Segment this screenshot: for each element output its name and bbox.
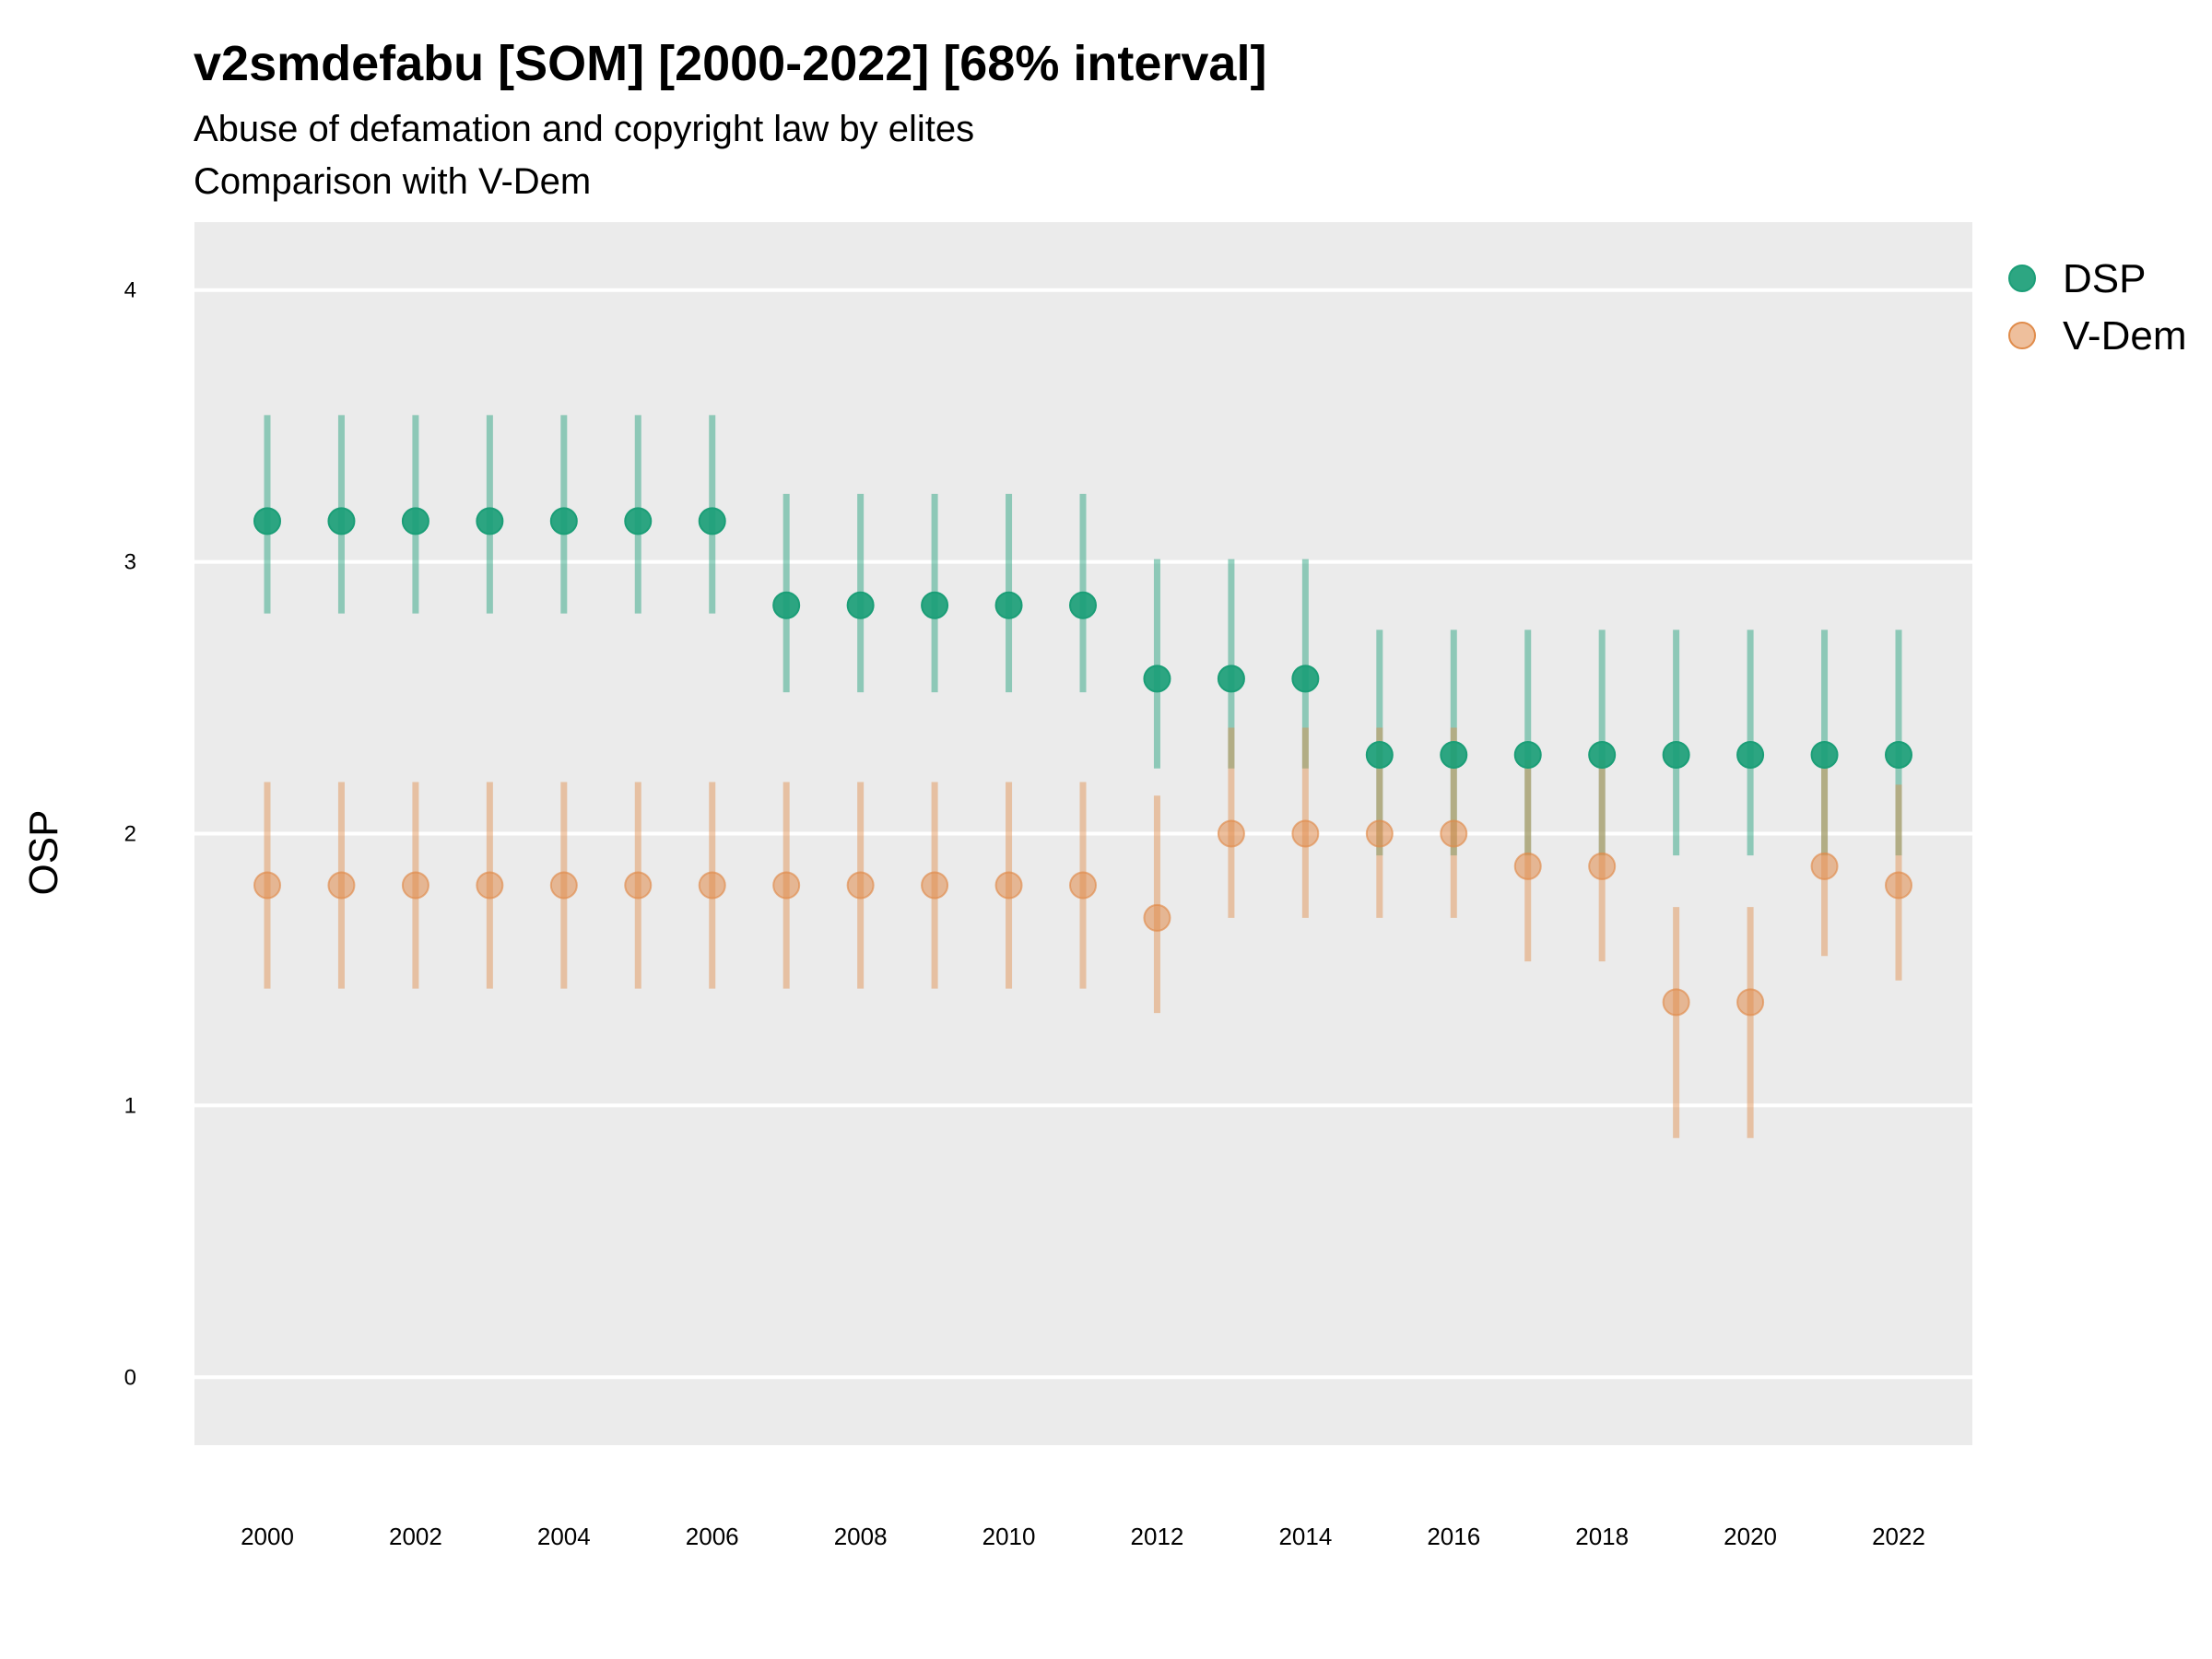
point-dsp-2002 [401,507,429,535]
point-dsp-2008 [846,591,875,619]
y-tick-label-2: 2 [124,822,136,847]
point-v-dem-2017 [1513,852,1542,880]
x-tick-label-2010: 2010 [982,1523,1036,1550]
point-v-dem-2008 [846,871,875,900]
y-tick-label-1: 1 [124,1093,136,1118]
y-axis-ticks: 0 1 2 3 4 [124,278,136,1391]
point-v-dem-2011 [1069,871,1097,900]
point-dsp-2022 [1885,740,1912,769]
grid-lines [194,288,1972,1380]
x-tick-label-2008: 2008 [834,1523,888,1550]
legend-label-dsp: DSP [2063,256,2146,301]
point-v-dem-2013 [1217,819,1245,848]
chart-subtitle-line-2: Comparison with V-Dem [194,161,592,202]
y-tick-label-4: 4 [124,278,136,303]
point-dsp-2019 [1662,740,1690,769]
point-dsp-2020 [1736,740,1765,769]
legend: DSP V-Dem [2008,256,2186,359]
point-dsp-2009 [921,591,949,619]
point-dsp-2000 [253,507,281,535]
legend-marker-v-dem [2008,322,2036,349]
x-tick-label-2006: 2006 [686,1523,739,1550]
y-tick-label-0: 0 [124,1365,136,1390]
point-dsp-2006 [698,507,726,535]
point-v-dem-2014 [1291,819,1320,848]
point-v-dem-2016 [1440,819,1468,848]
point-dsp-2012 [1143,665,1171,693]
point-dsp-2015 [1365,740,1394,769]
chart-subtitle-line-1: Abuse of defamation and copyright law by… [194,109,975,149]
point-dsp-2007 [772,591,801,619]
point-v-dem-2009 [921,871,949,900]
point-dsp-2018 [1588,740,1617,769]
point-v-dem-2018 [1588,852,1617,880]
point-dsp-2010 [994,591,1023,619]
point-v-dem-2019 [1662,988,1690,1017]
x-tick-label-2020: 2020 [1724,1523,1777,1550]
point-dsp-2005 [624,507,653,535]
point-v-dem-2006 [698,871,726,900]
point-v-dem-2015 [1365,819,1394,848]
x-tick-label-2014: 2014 [1278,1523,1332,1550]
x-tick-label-2000: 2000 [241,1523,294,1550]
point-v-dem-2005 [624,871,653,900]
x-axis-ticks: 2000 2002 2004 2006 2008 2010 2012 2014 2016 2018… [241,1523,1925,1550]
point-dsp-2016 [1440,740,1468,769]
point-dsp-2017 [1513,740,1542,769]
x-tick-label-2018: 2018 [1575,1523,1629,1550]
x-tick-label-2016: 2016 [1427,1523,1480,1550]
point-dsp-2014 [1291,665,1320,693]
point-v-dem-2002 [401,871,429,900]
legend-marker-dsp [2008,265,2036,292]
point-v-dem-2022 [1885,871,1912,900]
point-v-dem-2021 [1810,852,1839,880]
point-dsp-2013 [1217,665,1245,693]
point-v-dem-2010 [994,871,1023,900]
point-dsp-2011 [1069,591,1097,619]
y-tick-label-3: 3 [124,550,136,575]
chart-title: v2smdefabu [SOM] [2000-2022] [68% interv… [194,36,1267,91]
point-dsp-2021 [1810,740,1839,769]
point-v-dem-2012 [1143,903,1171,932]
point-v-dem-2003 [476,871,504,900]
legend-label-v-dem: V-Dem [2063,313,2186,359]
point-dsp-2004 [549,507,578,535]
data-points [253,507,1912,1017]
point-dsp-2001 [327,507,356,535]
x-tick-label-2012: 2012 [1131,1523,1184,1550]
x-tick-label-2022: 2022 [1872,1523,1925,1550]
point-v-dem-2004 [549,871,578,900]
point-dsp-2003 [476,507,504,535]
point-v-dem-2007 [772,871,801,900]
point-v-dem-2001 [327,871,356,900]
point-v-dem-2000 [253,871,281,900]
x-tick-label-2004: 2004 [537,1523,591,1550]
point-v-dem-2020 [1736,988,1765,1017]
x-tick-label-2002: 2002 [389,1523,442,1550]
y-axis-label: OSP [21,810,66,896]
